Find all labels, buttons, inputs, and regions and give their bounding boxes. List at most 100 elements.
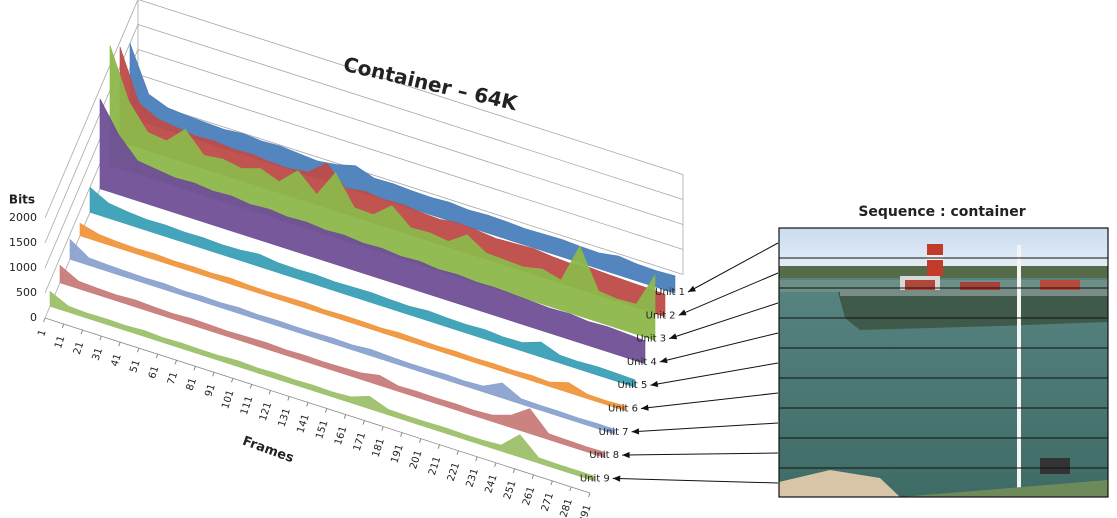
x-tick-label: 231	[465, 467, 481, 489]
legend-label: Unit 9	[580, 473, 610, 484]
arrow-line	[641, 393, 778, 409]
x-tick-label: 161	[333, 425, 349, 447]
legend-label: Unit 2	[646, 310, 676, 321]
x-tick	[100, 336, 102, 340]
x-tick	[551, 481, 553, 485]
y-axis-label: Bits	[9, 193, 35, 207]
arrow-head	[669, 333, 677, 339]
x-tick-label: 111	[239, 395, 255, 417]
x-tick-label: 141	[295, 413, 311, 435]
x-tick-label: 81	[185, 377, 199, 393]
x-tick-label: 31	[91, 347, 105, 363]
x-tick-label: 181	[371, 437, 387, 459]
legend-label: Unit 3	[636, 334, 666, 345]
x-tick-label: 211	[427, 455, 443, 477]
containers	[960, 282, 1000, 290]
x-tick	[325, 409, 327, 413]
arrow-line	[679, 273, 778, 315]
legend-label: Unit 5	[617, 380, 647, 391]
x-tick-label: 171	[352, 431, 368, 453]
y-tick-label: 1000	[9, 261, 37, 274]
legend-label: Unit 4	[627, 357, 657, 368]
arrow-line	[650, 363, 778, 385]
legend-label: Unit 1	[655, 287, 685, 298]
x-tick	[250, 384, 252, 388]
x-tick-label: 131	[277, 407, 293, 429]
x-axis-label: Frames	[240, 434, 295, 466]
arrow-head	[650, 381, 658, 387]
x-tick	[344, 415, 346, 419]
x-tick-label: 61	[147, 365, 161, 381]
arrow-line	[669, 303, 778, 339]
x-tick-label: 251	[502, 479, 518, 501]
x-tick	[213, 372, 215, 376]
x-tick	[589, 493, 591, 497]
x-tick-label: 51	[128, 359, 142, 375]
x-tick	[570, 487, 572, 491]
x-tick-label: 101	[220, 389, 236, 411]
x-tick	[194, 366, 196, 370]
legend-label: Unit 8	[589, 450, 619, 461]
arrow-head	[641, 405, 649, 411]
x-tick	[363, 421, 365, 425]
sequence-image	[779, 228, 1108, 497]
x-tick-label: 241	[483, 473, 499, 495]
x-tick	[119, 342, 121, 346]
y-tick-label: 1500	[9, 236, 37, 249]
arrow-head	[622, 452, 629, 458]
x-tick	[81, 330, 83, 334]
image-title: Sequence : container	[858, 204, 1025, 220]
x-tick	[513, 469, 515, 473]
x-tick-label: 1	[36, 328, 48, 337]
x-tick-label: 11	[53, 334, 67, 350]
arrow-line	[632, 423, 778, 432]
x-tick	[175, 360, 177, 364]
chart-title: Container – 64K	[341, 52, 521, 116]
x-tick-label: 21	[72, 341, 86, 357]
x-tick	[476, 457, 478, 461]
sky	[779, 228, 1108, 270]
arrow-line	[613, 478, 778, 483]
shore	[779, 266, 1108, 278]
arrow-line	[688, 243, 778, 292]
x-tick	[438, 445, 440, 449]
x-tick	[62, 324, 64, 328]
arrow-head	[660, 357, 668, 363]
x-tick-label: 41	[109, 353, 123, 369]
x-tick	[307, 402, 309, 406]
x-tick-label: 261	[521, 485, 537, 507]
x-tick	[231, 378, 233, 382]
page: 0500100015002000111213141516171819110111…	[0, 0, 1117, 518]
x-tick-label: 191	[389, 443, 405, 465]
x-tick-label: 71	[166, 371, 180, 387]
y-tick-label: 500	[16, 286, 37, 299]
x-tick	[419, 439, 421, 443]
ship-deck	[840, 290, 1108, 296]
x-tick	[137, 348, 139, 352]
x-tick	[457, 451, 459, 455]
x-tick-label: 291	[577, 503, 593, 518]
x-tick-label: 221	[446, 461, 462, 483]
x-tick-label: 201	[408, 449, 424, 471]
x-tick-label: 281	[559, 497, 575, 518]
pole	[1017, 245, 1021, 497]
arrow-line	[622, 453, 778, 455]
y-tick-label: 0	[30, 311, 37, 324]
x-tick-label: 151	[314, 419, 330, 441]
x-tick	[156, 354, 158, 358]
x-tick	[382, 427, 384, 431]
y-tick-label: 2000	[9, 211, 37, 224]
arrow-line	[660, 333, 778, 362]
x-tick	[44, 318, 46, 322]
arrow-head	[613, 475, 620, 481]
x-tick	[269, 390, 271, 394]
x-tick	[532, 475, 534, 479]
x-tick-label: 121	[258, 401, 274, 423]
sign	[1040, 458, 1070, 474]
legend-label: Unit 7	[599, 427, 629, 438]
x-tick	[288, 396, 290, 400]
x-tick	[495, 463, 497, 467]
x-tick-label: 271	[540, 491, 556, 513]
arrow-head	[632, 428, 640, 434]
